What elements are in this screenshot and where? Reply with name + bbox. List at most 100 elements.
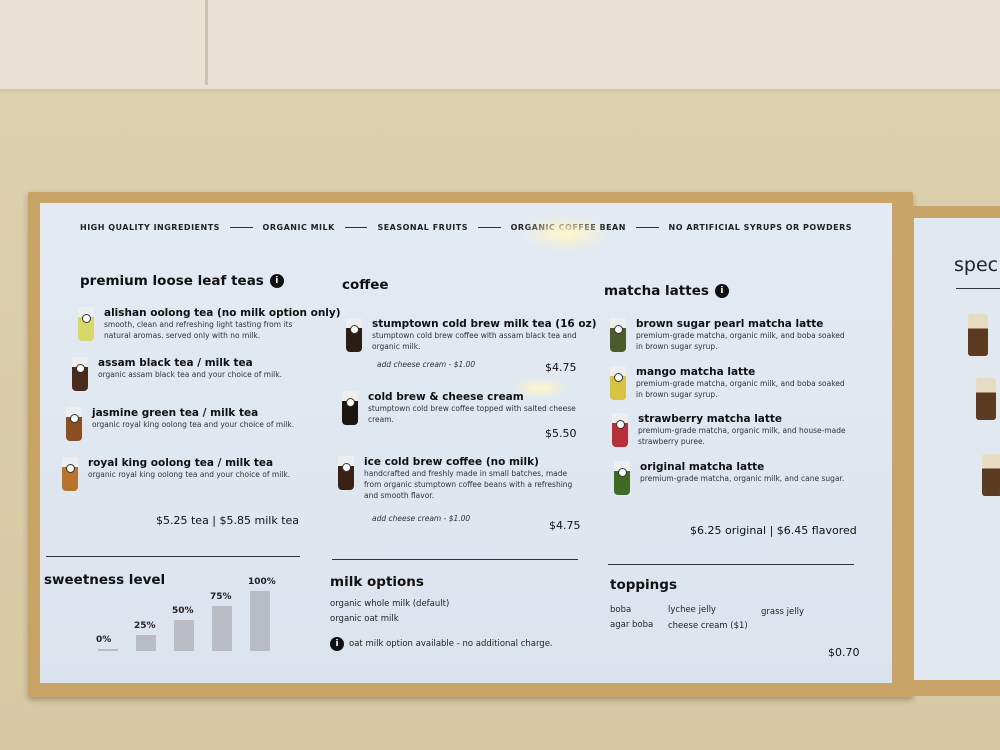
light-glare xyxy=(520,213,610,253)
milk-option: organic whole milk (default) xyxy=(330,599,450,609)
divider xyxy=(344,227,368,228)
drink-image xyxy=(982,454,1000,496)
item-description: premium-grade matcha, organic milk, and … xyxy=(636,331,845,351)
teas-heading: premium loose leaf teas i xyxy=(80,273,284,289)
drink-image xyxy=(614,461,630,495)
item-price: $4.75 xyxy=(545,361,577,374)
item-name: cold brew & cheese cream xyxy=(368,391,524,403)
drink-image xyxy=(66,407,82,441)
drink-image xyxy=(612,413,628,447)
info-icon: i xyxy=(330,637,344,651)
sweetness-label: 50% xyxy=(172,606,194,616)
matcha-heading: matcha lattes i xyxy=(604,283,729,299)
item-description: premium-grade matcha, organic milk, and … xyxy=(638,426,846,446)
second-board-title: spec xyxy=(954,254,999,276)
topping: boba xyxy=(610,605,632,615)
item-name: assam black tea / milk tea xyxy=(98,357,253,369)
ceiling-seam xyxy=(205,0,208,85)
menu-item: ice cold brew coffee (no milk) handcraft… xyxy=(338,456,574,501)
drink-image xyxy=(346,318,362,352)
ceiling xyxy=(0,0,1000,92)
item-price: $4.75 xyxy=(549,519,581,532)
drink-image xyxy=(968,314,988,356)
item-name: stumptown cold brew milk tea (16 oz) xyxy=(372,318,597,330)
drink-image xyxy=(62,457,78,491)
item-description: organic assam black tea and your choice … xyxy=(98,370,282,379)
drink-image xyxy=(72,357,88,391)
item-name: mango matcha latte xyxy=(636,366,756,378)
divider xyxy=(46,556,300,557)
item-name: original matcha latte xyxy=(640,461,765,473)
item-name: alishan oolong tea (no milk option only) xyxy=(104,307,341,319)
second-board: spec xyxy=(914,218,1000,680)
teas-title: premium loose leaf teas xyxy=(80,273,264,289)
add-cheese-cream: add cheese cream - $1.00 xyxy=(372,514,471,523)
item-price: $5.50 xyxy=(545,427,577,440)
topping: grass jelly xyxy=(761,607,805,617)
milk-heading: milk options xyxy=(330,574,424,590)
menu-item: stumptown cold brew milk tea (16 oz) stu… xyxy=(346,318,597,352)
sweetness-bar xyxy=(98,649,118,651)
tagline-item: NO ARTIFICIAL SYRUPS OR POWDERS xyxy=(668,223,852,232)
menu-item: strawberry matcha latte premium-grade ma… xyxy=(612,413,848,447)
divider xyxy=(956,288,1000,289)
item-name: ice cold brew coffee (no milk) xyxy=(364,456,539,468)
coffee-heading: coffee xyxy=(342,277,389,293)
milk-option: organic oat milk xyxy=(330,614,399,624)
info-icon: i xyxy=(269,274,284,288)
item-description: stumptown cold brew coffee topped with s… xyxy=(368,404,576,424)
sweetness-label: 25% xyxy=(134,620,156,631)
sweetness-label: 100% xyxy=(248,577,276,587)
divider xyxy=(608,564,854,565)
light-glare xyxy=(510,377,570,399)
topping: cheese cream ($1) xyxy=(668,621,748,631)
menu-item: royal king oolong tea / milk tea organic… xyxy=(62,457,290,491)
tagline-item: HIGH QUALITY INGREDIENTS xyxy=(80,223,220,232)
menu-item: original matcha latte premium-grade matc… xyxy=(614,461,844,495)
info-icon: i xyxy=(714,284,729,298)
tagline-item: ORGANIC MILK xyxy=(262,223,335,232)
item-name: brown sugar pearl matcha latte xyxy=(636,318,824,330)
matcha-title: matcha lattes xyxy=(604,283,709,299)
item-name: strawberry matcha latte xyxy=(638,413,783,425)
teas-price: $5.25 tea | $5.85 milk tea xyxy=(156,514,300,527)
drink-image xyxy=(976,378,996,420)
item-description: smooth, clean and refreshing light tasti… xyxy=(104,320,293,340)
item-name: royal king oolong tea / milk tea xyxy=(88,457,274,469)
sweetness-chart: 0% 25% 50% 75% 100% xyxy=(96,577,288,651)
topping: agar boba xyxy=(610,620,654,630)
divider xyxy=(229,227,253,228)
item-description: premium-grade matcha, organic milk, and … xyxy=(636,379,845,399)
menu-item: mango matcha latte premium-grade matcha,… xyxy=(610,366,846,400)
drink-image xyxy=(78,307,94,341)
sweetness-label: 75% xyxy=(210,591,232,602)
matcha-price: $6.25 original | $6.45 flavored xyxy=(690,524,857,537)
drink-image xyxy=(610,366,626,400)
toppings-heading: toppings xyxy=(610,577,677,593)
item-description: organic royal king oolong tea and your c… xyxy=(92,420,295,429)
item-description: organic royal king oolong tea and your c… xyxy=(88,470,291,479)
milk-note-text: oat milk option available - no additiona… xyxy=(349,639,553,649)
sweetness-label: 0% xyxy=(96,635,112,645)
menu-item: cold brew & cheese cream stumptown cold … xyxy=(342,391,578,425)
sweetness-bar xyxy=(212,605,232,651)
menu-item: alishan oolong tea (no milk option only)… xyxy=(78,307,341,341)
menu-item: brown sugar pearl matcha latte premium-g… xyxy=(610,318,846,352)
divider xyxy=(332,559,578,560)
drink-image xyxy=(342,391,358,425)
sweetness-heading: sweetness level xyxy=(44,572,166,588)
item-description: stumptown cold brew coffee with assam bl… xyxy=(372,331,577,351)
tagline-item: SEASONAL FRUITS xyxy=(377,223,469,232)
divider xyxy=(478,227,501,228)
divider xyxy=(635,227,659,228)
item-description: premium-grade matcha, organic milk, and … xyxy=(640,474,845,483)
milk-note: i oat milk option available - no addition… xyxy=(330,637,553,651)
drink-image xyxy=(338,456,354,490)
menu-item: assam black tea / milk tea organic assam… xyxy=(72,357,282,391)
topping: lychee jelly xyxy=(668,605,716,615)
sweetness-bar xyxy=(136,634,156,651)
sweetness-bar xyxy=(250,591,270,651)
menu-item: jasmine green tea / milk tea organic roy… xyxy=(66,407,294,441)
item-name: jasmine green tea / milk tea xyxy=(92,407,259,419)
menu-board: HIGH QUALITY INGREDIENTS ORGANIC MILK SE… xyxy=(40,203,892,683)
